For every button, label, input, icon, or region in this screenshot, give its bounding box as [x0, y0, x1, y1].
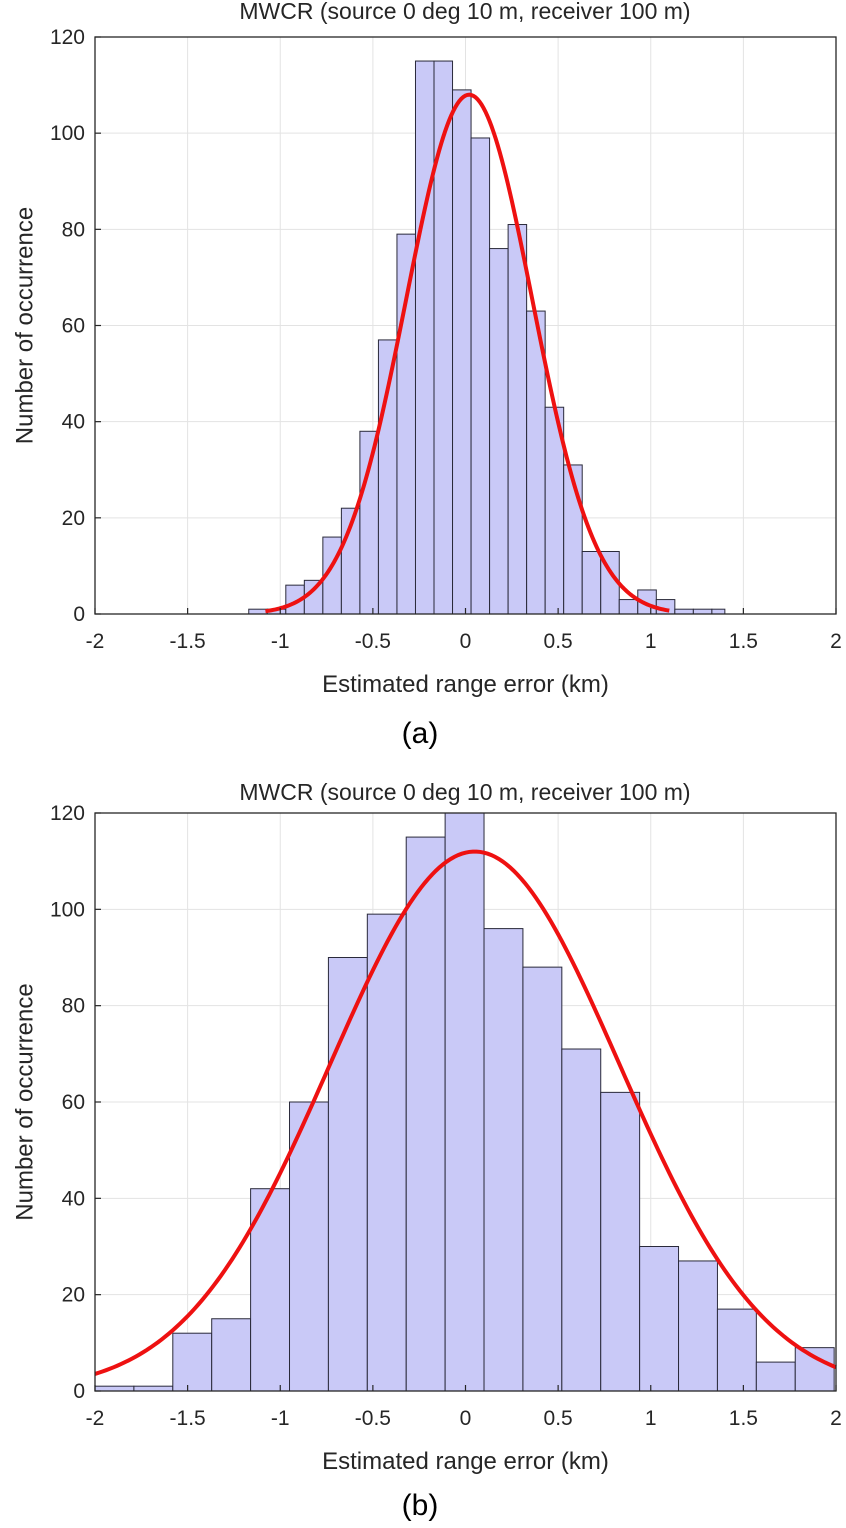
- histogram-bar: [618, 599, 639, 615]
- x-tick-label: 2: [830, 630, 842, 653]
- x-axis-label: Estimated range error (km): [322, 671, 609, 698]
- y-tick-label: 40: [62, 411, 85, 434]
- x-tick-label: 1.5: [729, 630, 758, 653]
- x-tick-labels: -2 -1.5 -1 -0.5 0 0.5 1 1.5 2: [86, 608, 842, 653]
- x-tick-label: -1.5: [170, 630, 206, 653]
- histogram-bar: [470, 137, 491, 615]
- chart-panel-a: -2 -1.5 -1 -0.5 0 0.5 1 1.5 2 0 20 40 60 80 100 120 MW…: [11, 0, 841, 750]
- histogram-bar: [172, 1332, 213, 1392]
- histogram-bar: [452, 89, 472, 615]
- histogram-bar: [561, 1048, 602, 1392]
- normal-fit-curve: [94, 849, 837, 1376]
- y-tick-labels: 0 20 40 60 80 100 120: [50, 26, 101, 626]
- x-tick-labels: -2 -1.5 -1 -0.5 0 0.5 1 1.5 2: [86, 1385, 842, 1430]
- x-tick-label: -2: [86, 1407, 105, 1430]
- x-tick-label: 0: [460, 1407, 472, 1430]
- x-tick-label: -0.5: [355, 1407, 391, 1430]
- histogram-bar: [327, 957, 368, 1392]
- x-tick-label: 0.5: [544, 630, 573, 653]
- y-tick-label: 40: [62, 1187, 85, 1210]
- x-tick-label: -0.5: [355, 630, 391, 653]
- histogram-bar: [433, 60, 454, 615]
- chart-panel-b: -2 -1.5 -1 -0.5 0 0.5 1 1.5 2 0 20 40 60 80 100 120 MW…: [11, 779, 841, 1522]
- y-tick-label: 80: [62, 995, 85, 1018]
- histogram-bar: [639, 1246, 680, 1392]
- x-tick-label: 0.5: [544, 1407, 573, 1430]
- histogram-bar: [581, 550, 602, 615]
- histogram-bars: [248, 60, 726, 615]
- histogram-bar: [248, 608, 268, 615]
- histogram-bar: [94, 1385, 135, 1392]
- x-tick-label: -1: [271, 630, 290, 653]
- histogram-bar: [794, 1347, 835, 1392]
- y-tick-label: 20: [62, 1284, 85, 1307]
- histogram-bar: [211, 1318, 252, 1392]
- histogram-bar: [489, 248, 509, 615]
- y-tick-label: 80: [62, 218, 85, 241]
- histogram-bar: [250, 1188, 291, 1392]
- y-axis-label: Number of occurrence: [11, 983, 38, 1220]
- histogram-bars: [94, 812, 835, 1392]
- panel-caption: (b): [402, 1489, 439, 1522]
- histogram-bar: [444, 812, 485, 1392]
- chart-title: MWCR (source 0 deg 10 m, receiver 100 m): [239, 779, 690, 805]
- histogram-bar: [678, 1260, 718, 1392]
- y-tick-label: 60: [62, 1091, 85, 1114]
- normal-fit-curve: [265, 92, 670, 614]
- y-tick-label: 120: [50, 802, 85, 825]
- histogram-bar: [359, 430, 379, 615]
- x-tick-label: 1: [645, 1407, 657, 1430]
- y-tick-label: 20: [62, 507, 85, 530]
- y-tick-label: 100: [50, 122, 85, 145]
- histogram-bar: [405, 836, 446, 1392]
- histogram-bar: [366, 913, 407, 1392]
- x-tick-label: 1: [645, 630, 657, 653]
- y-tick-label: 0: [73, 603, 85, 626]
- y-tick-label: 60: [62, 315, 85, 338]
- histogram-bar: [289, 1101, 329, 1392]
- x-tick-label: 2: [830, 1407, 842, 1430]
- histogram-bar: [133, 1385, 174, 1392]
- y-axis-label: Number of occurrence: [11, 207, 38, 444]
- x-tick-label: -1.5: [170, 1407, 206, 1430]
- panel-caption: (a): [402, 717, 439, 750]
- x-tick-label: 1.5: [729, 1407, 758, 1430]
- y-tick-label: 0: [73, 1380, 85, 1403]
- histogram-bar: [674, 608, 694, 615]
- histogram-bar: [692, 608, 713, 615]
- x-tick-label: -2: [86, 630, 105, 653]
- x-axis-label: Estimated range error (km): [322, 1448, 609, 1475]
- histogram-bar: [483, 928, 524, 1392]
- histogram-bar: [600, 1091, 641, 1392]
- histogram-bar: [507, 224, 528, 615]
- y-tick-label: 100: [50, 898, 85, 921]
- histogram-bar: [414, 60, 435, 615]
- histogram-bar: [755, 1361, 796, 1392]
- y-tick-labels: 0 20 40 60 80 100 120: [50, 802, 101, 1403]
- x-tick-label: 0: [460, 630, 472, 653]
- y-tick-label: 120: [50, 26, 85, 49]
- histogram-bar: [711, 608, 726, 615]
- x-tick-label: -1: [271, 1407, 290, 1430]
- histogram-bar: [716, 1308, 757, 1392]
- chart-title: MWCR (source 0 deg 10 m, receiver 100 m): [239, 0, 690, 24]
- histogram-bar: [522, 966, 563, 1392]
